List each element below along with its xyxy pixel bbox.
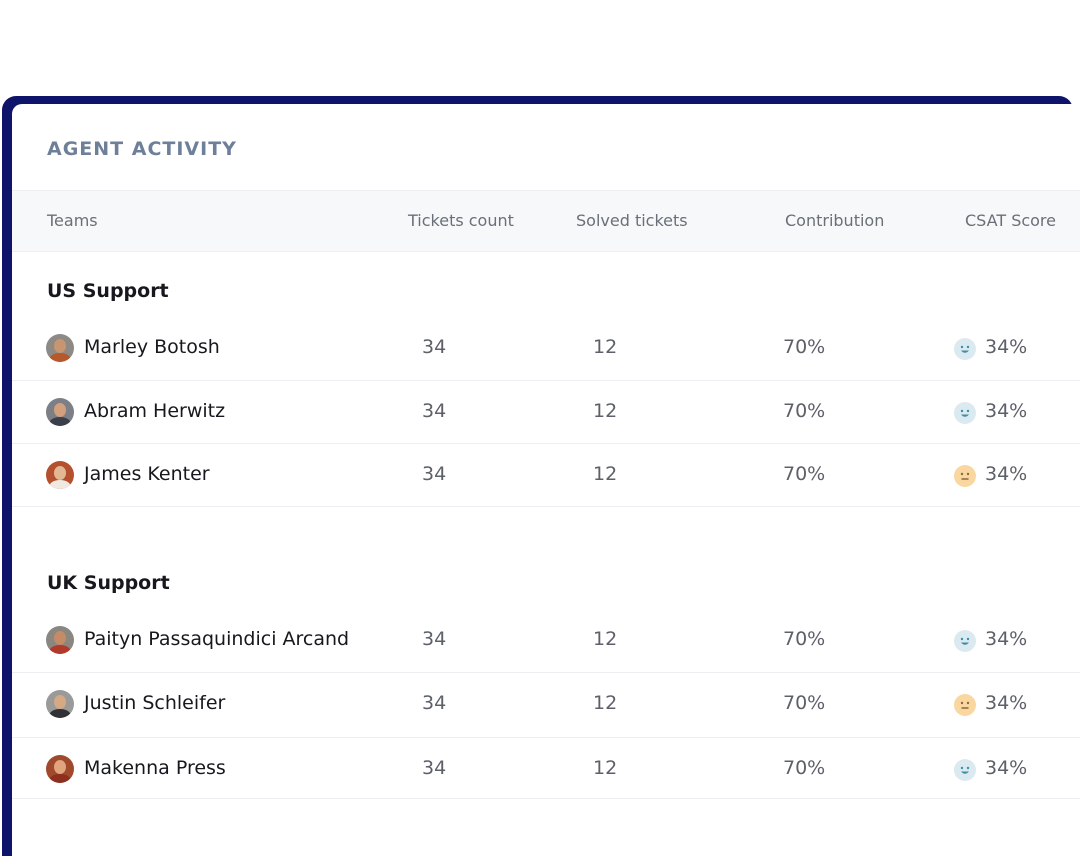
column-header-tickets-count[interactable]: Tickets count [408,211,514,230]
contribution: 70% [783,628,826,650]
tickets-count: 34 [422,628,447,650]
contribution: 70% [783,336,826,358]
table-row[interactable]: Paityn Passaquindici Arcand 34 12 70% 34… [12,609,1080,672]
column-header-solved-tickets[interactable]: Solved tickets [576,211,688,230]
solved-tickets: 12 [593,628,618,650]
csat-score: 34% [985,692,1028,714]
tickets-count: 34 [422,757,447,779]
neutral-face-icon [954,465,976,487]
column-header-csat-score[interactable]: CSAT Score [965,211,1056,230]
avatar [46,398,74,426]
tickets-count: 34 [422,463,447,485]
solved-tickets: 12 [593,757,618,779]
table-header: Teams Tickets count Solved tickets Contr… [12,190,1080,252]
tickets-count: 34 [422,692,447,714]
neutral-face-icon [954,694,976,716]
happy-face-icon [954,630,976,652]
csat-score: 34% [985,628,1028,650]
contribution: 70% [783,692,826,714]
contribution: 70% [783,400,826,422]
table-row[interactable]: Makenna Press 34 12 70% 34% [12,737,1080,801]
tickets-count: 34 [422,336,447,358]
solved-tickets: 12 [593,336,618,358]
agent-name[interactable]: Makenna Press [84,757,226,779]
column-header-contribution[interactable]: Contribution [785,211,885,230]
happy-face-icon [954,759,976,781]
happy-face-icon [954,402,976,424]
table-row[interactable]: Abram Herwitz 34 12 70% 34% [12,380,1080,444]
group-title-uk-support: UK Support [47,572,170,594]
csat-score: 34% [985,336,1028,358]
agent-name[interactable]: James Kenter [84,463,210,485]
table-row[interactable]: Marley Botosh 34 12 70% 34% [12,317,1080,380]
agent-name[interactable]: Marley Botosh [84,336,220,358]
csat-score: 34% [985,463,1028,485]
agent-name[interactable]: Justin Schleifer [84,692,226,714]
avatar [46,334,74,362]
solved-tickets: 12 [593,400,618,422]
csat-score: 34% [985,757,1028,779]
group-divider [12,506,1080,507]
contribution: 70% [783,463,826,485]
card-title: AGENT ACTIVITY [47,138,237,160]
avatar [46,755,74,783]
contribution: 70% [783,757,826,779]
csat-score: 34% [985,400,1028,422]
solved-tickets: 12 [593,692,618,714]
avatar [46,690,74,718]
solved-tickets: 12 [593,463,618,485]
column-header-teams[interactable]: Teams [47,211,98,230]
happy-face-icon [954,338,976,360]
row-divider [12,798,1080,799]
group-title-us-support: US Support [47,280,169,302]
avatar [46,461,74,489]
table-row[interactable]: James Kenter 34 12 70% 34% [12,443,1080,507]
agent-activity-card: AGENT ACTIVITY Teams Tickets count Solve… [12,104,1080,864]
tickets-count: 34 [422,400,447,422]
avatar [46,626,74,654]
agent-name[interactable]: Abram Herwitz [84,400,226,422]
agent-name[interactable]: Paityn Passaquindici Arcand [84,628,350,650]
table-row[interactable]: Justin Schleifer 34 12 70% 34% [12,672,1080,736]
